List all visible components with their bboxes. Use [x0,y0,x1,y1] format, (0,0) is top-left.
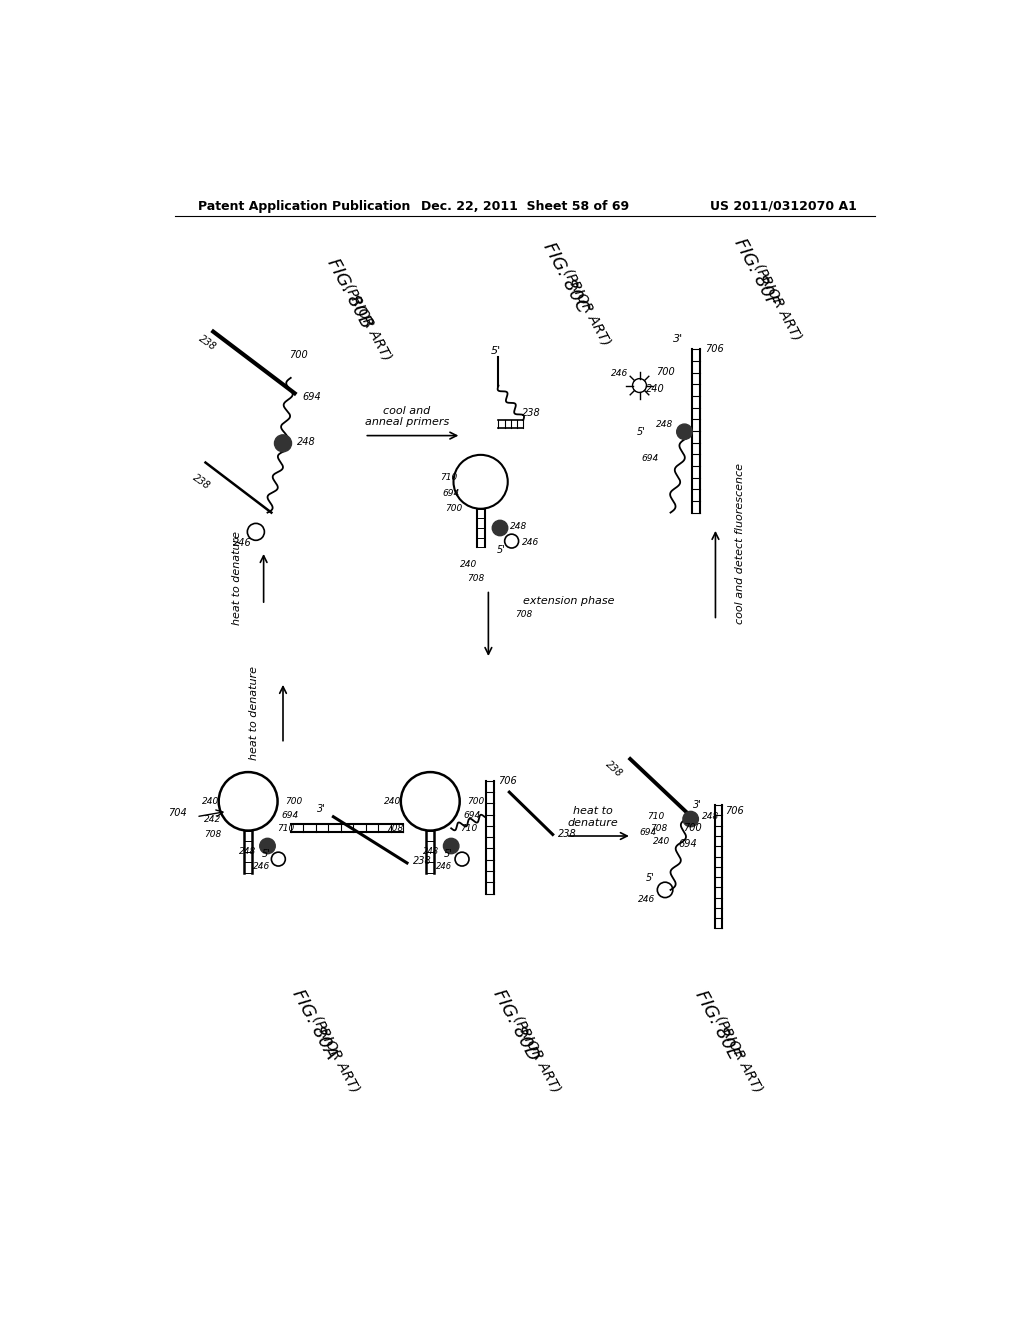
Text: 246: 246 [253,862,270,871]
Text: 708: 708 [386,824,403,833]
Text: 238: 238 [603,759,624,779]
Text: heat to denature: heat to denature [231,531,242,626]
Text: 240: 240 [653,837,671,846]
Text: 240: 240 [460,561,477,569]
Circle shape [260,838,275,854]
Text: 238: 238 [521,408,541,417]
Text: FIG. 80B: FIG. 80B [323,255,375,331]
Text: US 2011/0312070 A1: US 2011/0312070 A1 [710,199,856,213]
Text: 700: 700 [445,504,463,513]
Text: 706: 706 [725,807,743,816]
Text: 248: 248 [297,437,315,446]
Circle shape [493,520,508,536]
Text: FIG. 80C: FIG. 80C [540,240,592,315]
Text: 694: 694 [464,810,481,820]
Text: 700: 700 [655,367,675,378]
Text: 246: 246 [521,539,539,546]
Text: 694: 694 [282,810,299,820]
Text: 246: 246 [610,370,628,379]
Text: 240: 240 [202,797,219,805]
Text: extension phase: extension phase [523,597,614,606]
Text: 700: 700 [289,350,308,360]
Text: (PRIOR ART): (PRIOR ART) [752,260,804,343]
Text: 5': 5' [497,545,506,554]
Text: 694: 694 [302,392,322,403]
Text: 238: 238 [414,855,432,866]
Text: 5': 5' [444,849,453,859]
Text: 3': 3' [692,800,701,810]
Text: 710: 710 [460,824,477,833]
Text: Dec. 22, 2011  Sheet 58 of 69: Dec. 22, 2011 Sheet 58 of 69 [421,199,629,213]
Text: FIG. 80D: FIG. 80D [489,986,542,1064]
Text: (PRIOR ART): (PRIOR ART) [511,1012,563,1094]
Text: 708: 708 [204,830,221,840]
Text: 248: 248 [510,521,527,531]
Text: FIG. 80E: FIG. 80E [691,987,742,1063]
Text: 700: 700 [467,797,484,805]
Text: 5': 5' [646,874,655,883]
Text: FIG. 80A: FIG. 80A [288,986,340,1063]
Text: 246: 246 [436,862,452,871]
Text: 710: 710 [278,824,295,833]
Text: 694: 694 [639,828,656,837]
Circle shape [677,424,692,440]
Text: 700: 700 [683,824,701,833]
Text: heat to
denature: heat to denature [567,807,618,828]
Text: cool and
anneal primers: cool and anneal primers [365,405,450,428]
Text: 708: 708 [650,824,668,833]
Text: 706: 706 [706,345,724,354]
Text: 238: 238 [198,334,218,352]
Text: 694: 694 [442,488,460,498]
Text: (PRIOR ART): (PRIOR ART) [560,267,613,348]
Text: 708: 708 [515,610,532,619]
Text: 248: 248 [655,420,673,429]
Text: 246: 246 [638,895,655,904]
Text: 694: 694 [642,454,658,463]
Circle shape [683,812,698,826]
Text: (PRIOR ART): (PRIOR ART) [342,281,394,363]
Text: 5': 5' [492,346,501,356]
Text: 3': 3' [673,334,683,345]
Text: 240: 240 [646,384,665,395]
Text: 240: 240 [384,797,401,805]
Text: 708: 708 [467,574,484,582]
Text: 710: 710 [440,474,458,482]
Text: FIG. 80F: FIG. 80F [730,235,781,309]
Text: 706: 706 [499,776,517,785]
Text: 704: 704 [168,808,187,818]
Text: Patent Application Publication: Patent Application Publication [198,199,411,213]
Text: 3': 3' [317,804,327,814]
Text: 710: 710 [647,812,665,821]
Text: (PRIOR ART): (PRIOR ART) [713,1012,765,1094]
Text: 246: 246 [233,539,252,548]
Text: 5': 5' [637,426,646,437]
Text: 238: 238 [191,473,212,491]
Text: 248: 248 [424,847,439,855]
Text: 5': 5' [261,849,270,859]
Text: 694: 694 [679,838,697,849]
Text: cool and detect fluorescence: cool and detect fluorescence [735,463,745,624]
Text: 238: 238 [558,829,577,840]
Text: 248: 248 [701,812,719,821]
Text: 242: 242 [204,814,221,824]
Text: 248: 248 [239,847,256,855]
Text: (PRIOR ART): (PRIOR ART) [309,1012,361,1094]
Circle shape [443,838,459,854]
Text: heat to denature: heat to denature [249,665,258,760]
Text: 700: 700 [286,797,302,805]
Circle shape [274,434,292,451]
